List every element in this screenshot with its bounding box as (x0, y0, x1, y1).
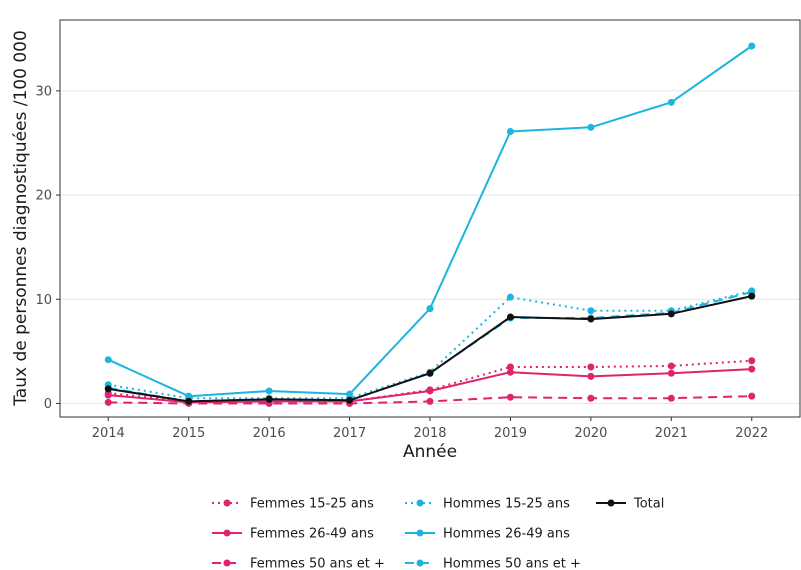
legend-key-point (223, 529, 231, 537)
data-point (667, 394, 675, 402)
legend-key-point (223, 559, 231, 567)
y-tick-label: 0 (44, 397, 52, 412)
legend-key-point (416, 499, 424, 507)
plot-background (60, 20, 800, 417)
data-point (748, 292, 756, 300)
data-point (426, 397, 434, 405)
x-tick-label: 2019 (494, 426, 527, 441)
data-point (185, 397, 193, 405)
x-axis: 2014 2015 2016 2017 2018 2019 2020 2021 2022 (92, 417, 768, 441)
legend-label: Hommes 26-49 ans (443, 527, 570, 542)
series-line (108, 359, 752, 403)
data-point (104, 385, 112, 393)
x-tick-label: 2021 (655, 426, 688, 441)
legend-key-point (607, 499, 615, 507)
data-point (587, 307, 595, 315)
x-axis-title: Année (403, 442, 457, 462)
legend-label: Femmes 50 ans et + (250, 557, 385, 570)
series-hommes-26-49-ans (104, 42, 756, 400)
data-point (104, 391, 112, 399)
legend-label: Femmes 26-49 ans (250, 527, 374, 542)
data-point (265, 387, 273, 395)
data-point (748, 357, 756, 365)
x-tick-label: 2022 (735, 426, 768, 441)
data-point (667, 362, 675, 370)
legend-key-point (223, 499, 231, 507)
data-point (346, 390, 354, 398)
series-total (104, 292, 756, 405)
data-point (506, 313, 514, 321)
data-point (104, 398, 112, 406)
data-point (748, 392, 756, 400)
data-point (587, 394, 595, 402)
legend: Femmes 15-25 ans Femmes 26-49 ans Femmes 5… (212, 497, 664, 570)
legend-key-point (416, 529, 424, 537)
data-point (426, 369, 434, 377)
y-tick-label: 10 (35, 293, 52, 308)
legend-item: Femmes 15-25 ans (212, 497, 374, 512)
legend-label: Hommes 15-25 ans (443, 497, 570, 512)
data-point (506, 393, 514, 401)
series-femmes-50-ans-et (104, 392, 756, 407)
series-line (108, 289, 752, 400)
x-tick-label: 2020 (574, 426, 607, 441)
y-axis-title: Taux de personnes diagnostiquées /100 00… (11, 30, 31, 407)
data-point (587, 315, 595, 323)
data-point (587, 123, 595, 131)
legend-item: Total (596, 497, 664, 512)
legend-item: Femmes 26-49 ans (212, 527, 374, 542)
data-point (748, 42, 756, 50)
data-point (506, 293, 514, 301)
data-point (506, 363, 514, 371)
data-point (265, 395, 273, 403)
legend-item: Hommes 50 ans et + (405, 557, 581, 570)
data-point (426, 387, 434, 395)
data-point (346, 396, 354, 404)
x-tick-label: 2015 (172, 426, 205, 441)
y-tick-label: 20 (35, 189, 52, 204)
legend-label: Hommes 50 ans et + (443, 557, 581, 570)
legend-item: Hommes 15-25 ans (405, 497, 570, 512)
series-layer (104, 42, 756, 407)
legend-label: Total (633, 497, 664, 512)
legend-item: Femmes 50 ans et + (212, 557, 385, 570)
legend-item: Hommes 26-49 ans (405, 527, 570, 542)
x-tick-label: 2014 (92, 426, 125, 441)
legend-key-point (416, 559, 424, 567)
legend-label: Femmes 15-25 ans (250, 497, 374, 512)
data-point (185, 392, 193, 400)
data-point (587, 363, 595, 371)
data-point (506, 368, 514, 376)
y-axis: 0 10 20 30 (35, 84, 60, 412)
x-tick-label: 2017 (333, 426, 366, 441)
data-point (587, 372, 595, 380)
y-tick-label: 30 (35, 84, 52, 99)
data-point (506, 127, 514, 135)
data-point (426, 305, 434, 313)
data-point (667, 369, 675, 377)
x-tick-label: 2016 (253, 426, 286, 441)
data-point (667, 98, 675, 106)
data-point (748, 365, 756, 373)
x-tick-label: 2018 (413, 426, 446, 441)
data-point (667, 310, 675, 318)
data-point (104, 356, 112, 364)
